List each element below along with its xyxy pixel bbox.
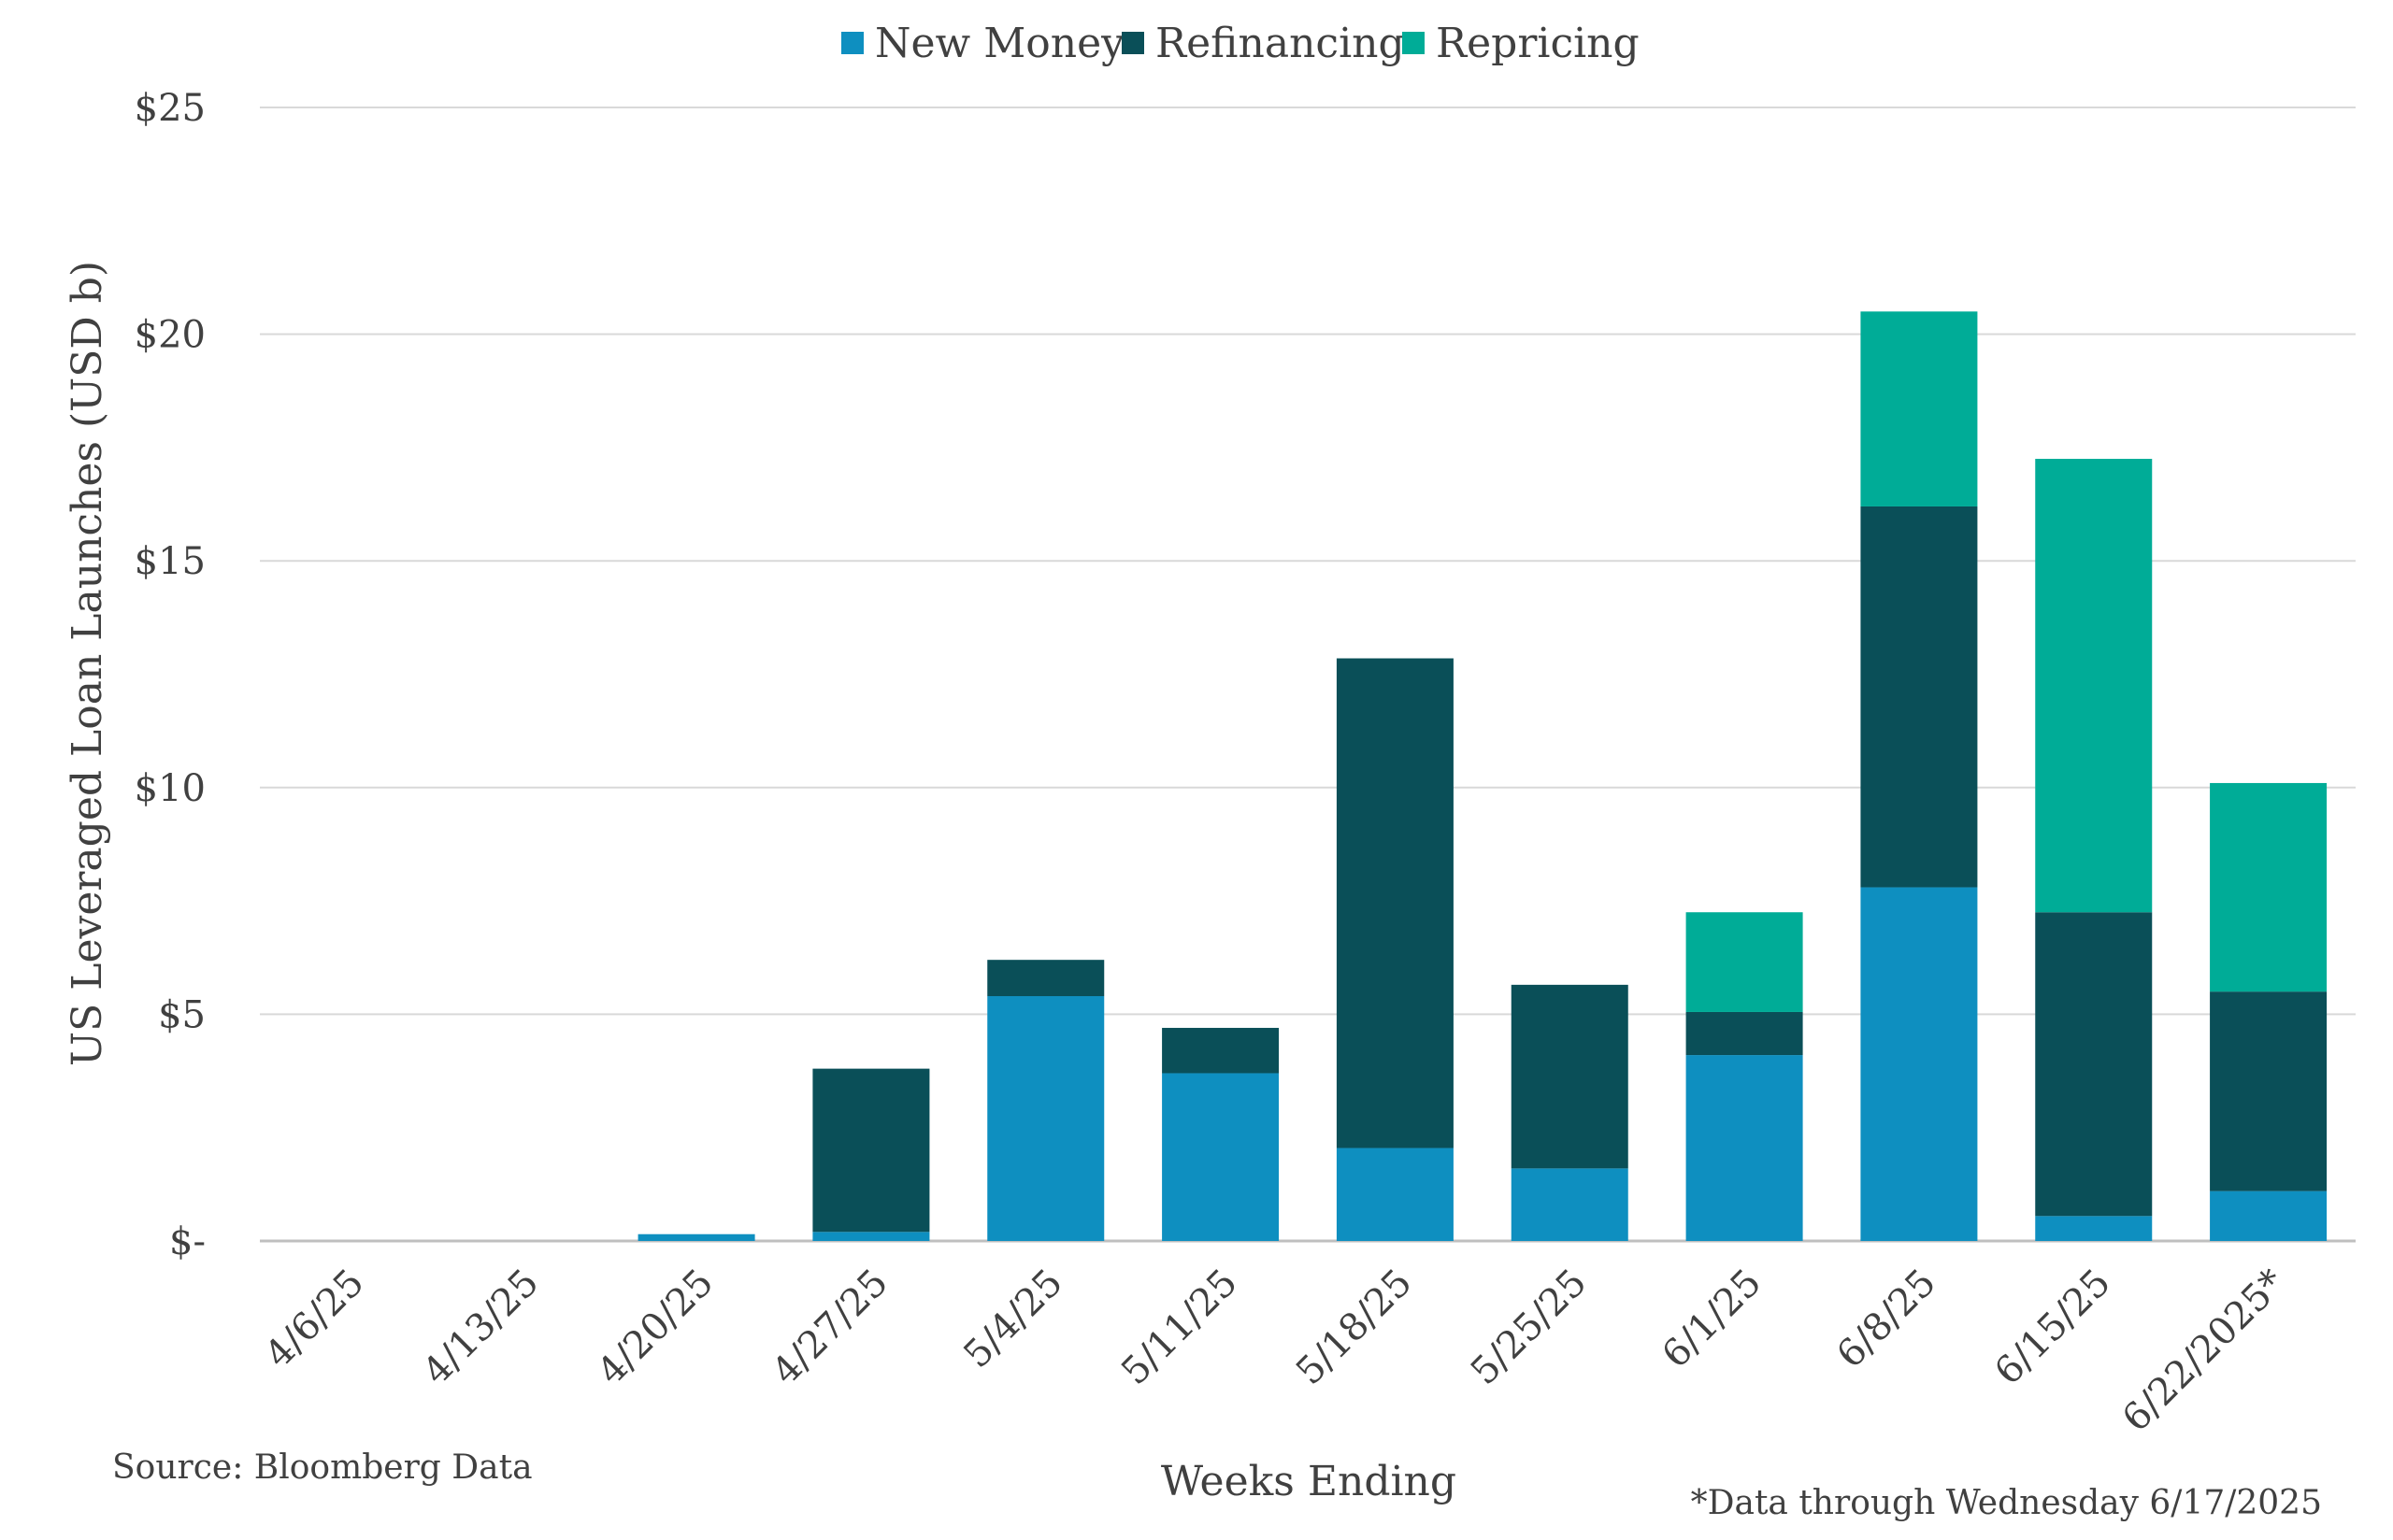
x-tick-label: 5/4/25 (955, 1262, 1071, 1377)
legend: New Money Refinancing Repricing (841, 20, 1640, 67)
y-tick-label: $5 (158, 993, 206, 1036)
bar-new-money (1162, 1073, 1280, 1241)
legend-swatch (1402, 32, 1425, 54)
x-tick-label: 6/22/2025* (2114, 1262, 2294, 1441)
bar-repricing (2035, 459, 2153, 913)
x-tick-label: 6/8/25 (1828, 1262, 1944, 1377)
y-tick-label: $- (169, 1220, 206, 1263)
legend-label: New Money (875, 20, 1125, 67)
bar-refinancing (1685, 1011, 1803, 1056)
x-tick-label: 5/25/25 (1463, 1262, 1596, 1394)
bar-repricing (1860, 311, 1978, 506)
bar-refinancing (1336, 658, 1454, 1148)
bar-refinancing (2210, 991, 2328, 1191)
y-tick-label: $15 (135, 540, 206, 583)
x-axis-title: Weeks Ending (1161, 1458, 1456, 1505)
bar-new-money (1336, 1148, 1454, 1241)
x-tick-label: 5/18/25 (1288, 1262, 1421, 1394)
bar-refinancing (812, 1068, 930, 1233)
x-tick-label: 6/15/25 (1986, 1262, 2119, 1394)
bar-new-money (1511, 1168, 1628, 1241)
bar-refinancing (1511, 984, 1628, 1169)
x-tick-label: 4/13/25 (415, 1262, 548, 1394)
bar-new-money (987, 995, 1105, 1241)
bar-new-money (812, 1232, 930, 1241)
legend-label: Refinancing (1155, 20, 1405, 67)
y-tick-label: $10 (135, 767, 206, 810)
bar-refinancing (1860, 506, 1978, 888)
x-tick-label: 4/20/25 (590, 1262, 723, 1394)
gridlines (260, 107, 2356, 1243)
x-tick-label: 6/1/25 (1655, 1262, 1770, 1377)
bar-new-money (2035, 1216, 2153, 1241)
bar-refinancing (987, 960, 1105, 996)
bar-new-money (2210, 1191, 2328, 1241)
bar-repricing (2210, 782, 2328, 992)
y-tick-label: $20 (135, 314, 206, 357)
bar-refinancing (1162, 1027, 1280, 1074)
y-tick-label: $25 (135, 87, 206, 130)
y-axis-title: US Leveraged Loan Launches (USD b) (64, 261, 111, 1066)
source-note: Source: Bloomberg Data (112, 1448, 533, 1487)
legend-swatch (1122, 32, 1144, 54)
legend-label: Repricing (1436, 20, 1640, 67)
x-tick-label: 4/27/25 (764, 1262, 896, 1394)
legend-swatch (841, 32, 864, 54)
bar-new-money (1860, 887, 1978, 1241)
x-axis-ticks: 4/6/25 4/13/25 4/20/25 4/27/25 5/4/25 5/11/25… (257, 1262, 2294, 1441)
x-tick-label: 4/6/25 (257, 1262, 373, 1377)
bar-new-money (638, 1233, 755, 1241)
y-axis-ticks: $- $5 $10 $15 $20 $25 (135, 87, 206, 1263)
bar-refinancing (2035, 912, 2153, 1217)
bars (638, 311, 2328, 1241)
bar-new-money (1685, 1055, 1803, 1241)
bar-repricing (1685, 912, 1803, 1012)
footnote: *Data through Wednesday 6/17/2025 (1691, 1484, 2322, 1522)
x-tick-label: 5/11/25 (1113, 1262, 1246, 1394)
